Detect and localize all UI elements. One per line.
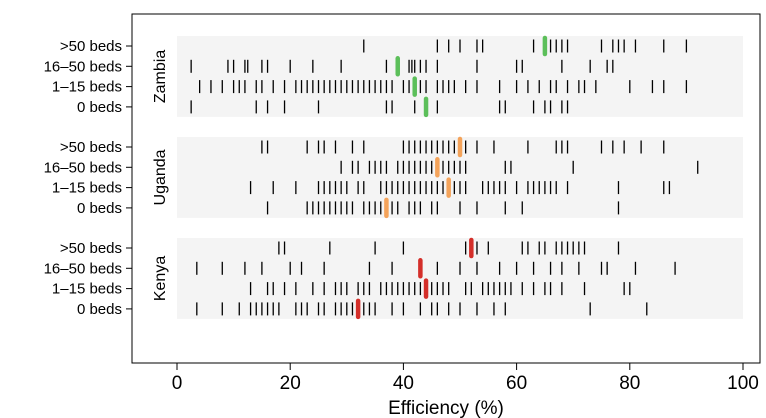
group-label: Kenya: [152, 256, 169, 301]
row-bands: [177, 36, 743, 319]
x-tick-label: 100: [727, 373, 759, 394]
category-label: 0 beds: [77, 99, 122, 116]
category-label: 1–15 beds: [52, 79, 122, 96]
group-label: Uganda: [152, 149, 169, 205]
category-label: 1–15 beds: [52, 281, 122, 298]
category-label: 16–50 beds: [44, 159, 122, 176]
plot-box: [131, 13, 761, 364]
x-axis: 0 20 40 60 80 100: [172, 363, 759, 394]
group-labels: Zambia Uganda Kenya: [152, 50, 169, 301]
category-label: 16–50 beds: [44, 58, 122, 75]
category-label: 0 beds: [77, 200, 122, 217]
category-label: >50 beds: [60, 240, 122, 257]
category-label: 1–15 beds: [52, 180, 122, 197]
x-tick-label: 0: [172, 373, 183, 394]
group-label: Zambia: [152, 50, 169, 103]
category-label: 0 beds: [77, 301, 122, 318]
category-label: >50 beds: [60, 139, 122, 156]
x-tick-label: 40: [393, 373, 414, 394]
median-marks: [355, 35, 548, 320]
x-tick-label: 20: [280, 373, 301, 394]
x-axis-title: Efficiency (%): [388, 398, 504, 418]
category-label: 16–50 beds: [44, 260, 122, 277]
x-tick-label: 80: [619, 373, 640, 394]
category-label: >50 beds: [60, 38, 122, 55]
category-labels: >50 beds 16–50 beds 1–15 beds 0 beds >50 bed…: [44, 38, 132, 318]
x-tick-label: 60: [506, 373, 527, 394]
efficiency-marks: [190, 39, 699, 316]
